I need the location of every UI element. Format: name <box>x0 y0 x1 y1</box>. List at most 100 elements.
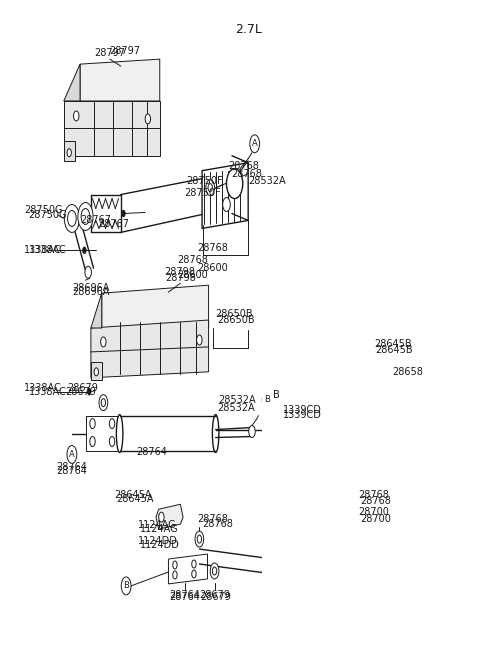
Circle shape <box>109 436 115 447</box>
Text: 1124DD: 1124DD <box>140 540 180 550</box>
Text: 28768: 28768 <box>197 244 228 253</box>
Polygon shape <box>91 362 102 380</box>
Circle shape <box>90 419 95 428</box>
Circle shape <box>197 535 202 543</box>
Text: 28532A: 28532A <box>219 395 256 405</box>
Text: 1338AC: 1338AC <box>24 383 62 393</box>
Circle shape <box>99 395 108 411</box>
Text: 28700: 28700 <box>360 514 391 524</box>
Circle shape <box>212 567 216 575</box>
Polygon shape <box>64 64 80 101</box>
Text: 28768: 28768 <box>228 160 259 171</box>
Text: 1339CD: 1339CD <box>283 405 322 415</box>
Text: 28600: 28600 <box>198 263 228 273</box>
Text: 28750G: 28750G <box>24 206 63 215</box>
Circle shape <box>197 335 202 345</box>
Text: 28750G: 28750G <box>28 210 67 221</box>
Text: 28764: 28764 <box>136 447 167 457</box>
Polygon shape <box>80 59 160 101</box>
Text: 28700: 28700 <box>358 507 389 517</box>
Circle shape <box>262 391 272 409</box>
Text: A: A <box>252 140 258 148</box>
Circle shape <box>227 169 243 198</box>
Circle shape <box>64 204 80 233</box>
Text: 28797: 28797 <box>95 48 125 58</box>
Text: 28645B: 28645B <box>374 339 412 349</box>
Text: 1338AC: 1338AC <box>28 386 66 397</box>
Text: 28767: 28767 <box>80 215 111 225</box>
Text: 28768: 28768 <box>202 519 233 529</box>
Ellipse shape <box>116 415 123 453</box>
Circle shape <box>81 208 90 225</box>
Circle shape <box>101 399 106 407</box>
Text: 28658: 28658 <box>392 367 423 377</box>
Ellipse shape <box>297 376 395 479</box>
Text: 28764: 28764 <box>57 462 87 472</box>
Circle shape <box>250 135 260 153</box>
Circle shape <box>73 111 79 121</box>
Ellipse shape <box>292 376 302 479</box>
Text: 1339CD: 1339CD <box>283 409 322 420</box>
Polygon shape <box>370 382 397 402</box>
Circle shape <box>363 411 367 418</box>
Text: 28696A: 28696A <box>72 283 109 293</box>
Text: A: A <box>69 450 75 459</box>
Text: 28532A: 28532A <box>217 403 255 413</box>
Circle shape <box>173 571 177 579</box>
Circle shape <box>249 426 255 438</box>
Ellipse shape <box>212 415 219 453</box>
Text: 28768: 28768 <box>360 496 391 506</box>
Polygon shape <box>202 162 248 229</box>
Circle shape <box>67 445 77 464</box>
Circle shape <box>192 560 196 568</box>
Text: 28764: 28764 <box>169 590 200 600</box>
Text: 1124AG: 1124AG <box>140 524 179 534</box>
Circle shape <box>159 512 164 522</box>
Text: 28798: 28798 <box>164 267 195 277</box>
Text: 28645A: 28645A <box>116 495 153 504</box>
Polygon shape <box>91 293 102 328</box>
Text: 28679: 28679 <box>201 592 232 602</box>
Text: 1338AC: 1338AC <box>24 246 62 255</box>
Text: 28750F: 28750F <box>186 176 223 185</box>
Circle shape <box>90 436 95 447</box>
Text: 28679: 28679 <box>67 383 98 393</box>
Circle shape <box>378 384 384 395</box>
Circle shape <box>109 419 115 428</box>
Circle shape <box>173 561 177 569</box>
Text: 28600: 28600 <box>177 271 208 280</box>
Text: 28645B: 28645B <box>376 345 413 355</box>
Polygon shape <box>64 141 74 160</box>
Circle shape <box>206 179 215 196</box>
Text: 28798: 28798 <box>165 273 196 283</box>
Text: 2.7L: 2.7L <box>235 24 262 36</box>
Text: 28768: 28768 <box>358 491 389 500</box>
Circle shape <box>145 114 151 124</box>
Text: 28696A: 28696A <box>72 287 109 297</box>
Polygon shape <box>156 504 183 529</box>
Circle shape <box>121 577 131 595</box>
Circle shape <box>195 531 204 547</box>
Circle shape <box>296 407 301 418</box>
Text: B: B <box>264 395 270 404</box>
Circle shape <box>210 563 219 579</box>
Text: 28764: 28764 <box>57 466 87 476</box>
Text: 28645A: 28645A <box>115 491 152 500</box>
Circle shape <box>121 210 125 217</box>
Text: 28768: 28768 <box>198 514 228 524</box>
Text: 28768: 28768 <box>177 255 208 265</box>
Text: B: B <box>273 390 279 400</box>
Text: 28650B: 28650B <box>217 315 255 325</box>
Text: 28532A: 28532A <box>248 176 286 185</box>
Text: 28797: 28797 <box>109 46 141 56</box>
Circle shape <box>223 198 230 212</box>
Circle shape <box>78 202 93 231</box>
Text: 1124DD: 1124DD <box>138 536 178 546</box>
Polygon shape <box>91 320 209 378</box>
Circle shape <box>192 570 196 578</box>
Text: 28679: 28679 <box>199 590 230 600</box>
Circle shape <box>67 149 72 157</box>
Circle shape <box>85 267 91 278</box>
Circle shape <box>68 210 76 227</box>
Circle shape <box>87 388 91 395</box>
